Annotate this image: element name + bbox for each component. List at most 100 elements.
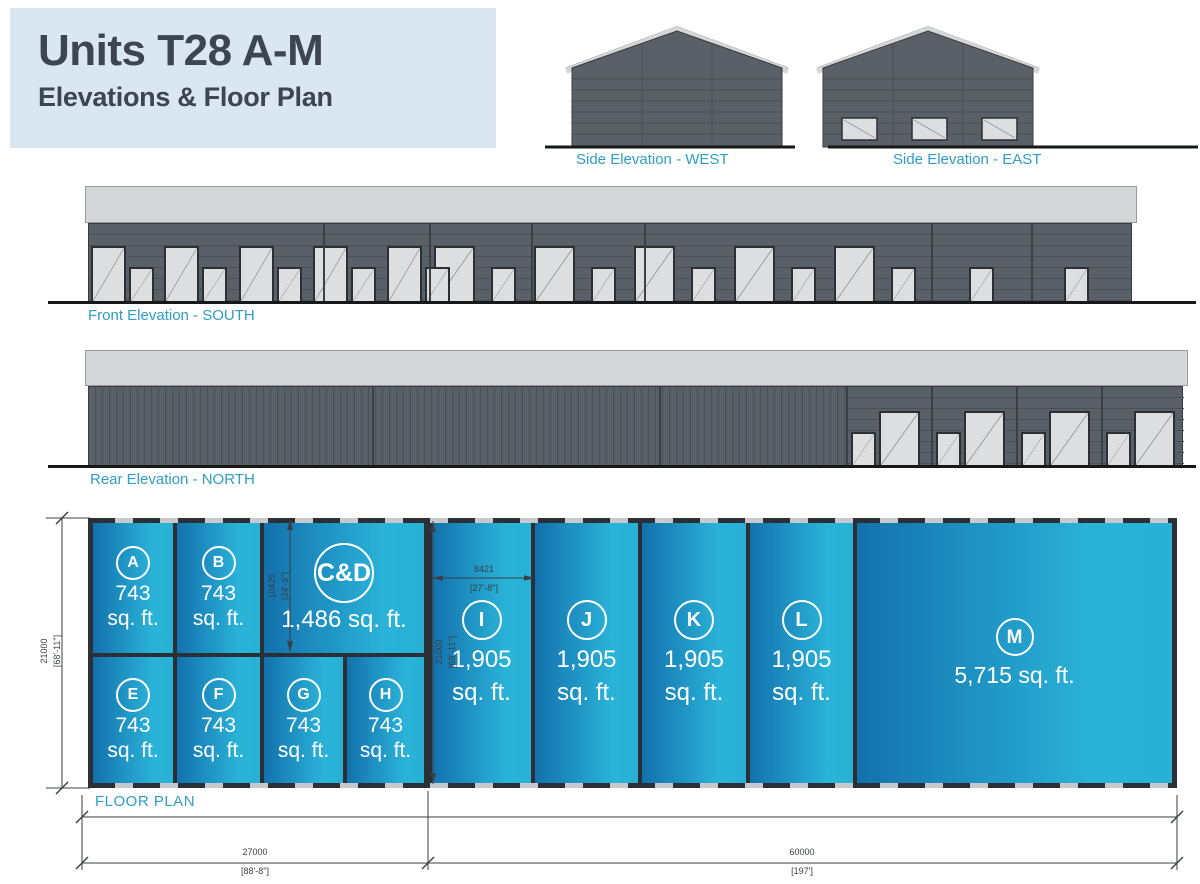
unit-letter-badge: J xyxy=(566,600,607,641)
elevation-door xyxy=(491,267,516,303)
unit-letter-badge: A xyxy=(116,546,150,581)
unit-letter-badge: F xyxy=(201,678,236,713)
dim-right-block-width-ft: [197'] xyxy=(791,866,813,876)
elevation-door xyxy=(129,267,154,303)
plan-south-wall-openings xyxy=(88,783,1177,788)
elevation-door xyxy=(164,246,199,303)
elevation-door xyxy=(534,246,575,303)
floor-plan: A 743 sq. ft. B 743 sq. ft. C&D 1,486 sq. ft. E 7… xyxy=(88,518,1177,788)
elevation-door xyxy=(734,246,775,303)
dim-overall-depth-mm: 21000 xyxy=(39,638,49,664)
dim-unit-i-width-mm: 8421 xyxy=(473,564,495,574)
elevation-door xyxy=(964,411,1005,467)
rear-elevation-wall xyxy=(88,386,1184,467)
elevation-door xyxy=(791,267,816,303)
elevation-door xyxy=(202,267,227,303)
unit-area-text: sq. ft. xyxy=(192,739,245,762)
plan-unit-E: E 743 sq. ft. xyxy=(93,657,173,783)
elevation-door xyxy=(425,267,450,303)
bay-divider xyxy=(1031,224,1033,302)
unit-area-text: 743 xyxy=(285,714,322,738)
elevation-door xyxy=(1021,432,1046,467)
plan-unit-L: L 1,905 sq. ft. xyxy=(750,523,853,783)
elevation-door xyxy=(1064,267,1089,303)
plan-unit-B: B 743 sq. ft. xyxy=(177,523,260,653)
elevation-door xyxy=(969,267,994,303)
page-title: Units T28 A-M xyxy=(38,26,324,75)
unit-letter-badge: M xyxy=(995,618,1034,657)
label-rear-elevation-north: Rear Elevation - NORTH xyxy=(90,471,255,488)
front-elevation-fascia xyxy=(85,186,1137,223)
elevation-door xyxy=(691,267,716,303)
unit-letter-badge: G xyxy=(286,678,321,713)
unit-letter-badge: L xyxy=(781,600,822,641)
dim-overall-depth-ft: [68'-11"] xyxy=(52,634,62,668)
unit-area-text: sq. ft. xyxy=(557,679,616,706)
bay-divider xyxy=(931,224,933,302)
elevation-door xyxy=(351,267,376,303)
side-elevations-drawing xyxy=(545,25,1198,149)
elevation-door xyxy=(834,246,875,303)
elevation-door xyxy=(879,411,920,467)
unit-area-text: sq. ft. xyxy=(277,739,330,762)
bay-divider xyxy=(659,387,661,466)
label-floor-plan: FLOOR PLAN xyxy=(95,793,196,810)
bay-divider xyxy=(1101,387,1103,466)
dim-unit-i-depth-mm: 21000 xyxy=(434,639,444,665)
east-windows xyxy=(841,117,1018,141)
rear-vertical-cladding xyxy=(89,387,846,466)
bay-divider xyxy=(644,224,646,302)
bay-divider xyxy=(1016,387,1018,466)
bay-divider xyxy=(931,387,933,466)
plan-north-wall-openings xyxy=(88,518,1177,523)
west-gable xyxy=(564,25,790,148)
unit-area-text: 1,905 xyxy=(663,646,725,674)
title-block: Units T28 A-M Elevations & Floor Plan xyxy=(10,8,496,148)
bay-divider xyxy=(323,224,325,302)
dim-left-block-width-ft: [88'-8"] xyxy=(241,866,269,876)
plan-unit-I: I 1,905 sq. ft. xyxy=(432,523,531,783)
plan-unit-J: J 1,905 sq. ft. xyxy=(535,523,638,783)
dim-left-block-width-mm: 27000 xyxy=(242,847,268,857)
unit-letter-badge: H xyxy=(368,678,403,713)
unit-area-text: 1,486 sq. ft. xyxy=(281,606,407,634)
unit-letter-badge: E xyxy=(116,678,150,713)
dim-unit-i-depth-ft: [68'-11"] xyxy=(447,635,457,669)
elevation-door xyxy=(1049,411,1090,467)
elevation-door xyxy=(1106,432,1131,467)
page-subtitle: Elevations & Floor Plan xyxy=(38,82,333,112)
plan-unit-K: K 1,905 sq. ft. xyxy=(642,523,746,783)
elevation-door xyxy=(891,267,916,303)
dim-right-block-width-mm: 60000 xyxy=(789,847,815,857)
plan-unit-A: A 743 sq. ft. xyxy=(93,523,173,653)
unit-area-text: 1,905 xyxy=(771,646,832,674)
dim-cd-depth-mm: 10425 xyxy=(267,573,277,599)
front-ground-line xyxy=(48,301,1196,304)
unit-area-text: 743 xyxy=(200,582,237,606)
plan-unit-F: F 743 sq. ft. xyxy=(177,657,260,783)
unit-letter-badge: I xyxy=(461,600,502,641)
unit-area-text: sq. ft. xyxy=(192,607,245,630)
rear-elevation-fascia xyxy=(85,350,1188,386)
bay-divider xyxy=(846,387,848,466)
elevation-door xyxy=(277,267,302,303)
bay-divider xyxy=(372,387,374,466)
unit-letter-badge: B xyxy=(201,546,236,581)
label-side-elevation-west: Side Elevation - WEST xyxy=(576,151,729,168)
dim-cd-depth-ft: [34'-3"] xyxy=(280,572,290,600)
unit-area-text: sq. ft. xyxy=(359,739,412,762)
dim-unit-i-width-ft: [27'-8"] xyxy=(470,583,498,593)
front-elevation-wall xyxy=(88,223,1132,303)
unit-area-text: sq. ft. xyxy=(452,679,511,706)
unit-area-text: sq. ft. xyxy=(107,739,159,762)
unit-letter-badge: K xyxy=(674,600,714,641)
unit-area-text: 743 xyxy=(200,714,237,738)
rear-ground-line xyxy=(48,465,1196,468)
elevation-door xyxy=(851,432,876,467)
unit-area-text: 1,905 xyxy=(556,646,617,674)
plan-unit-M: M 5,715 sq. ft. xyxy=(857,523,1172,783)
elevation-door xyxy=(387,246,422,303)
elevation-door xyxy=(1134,411,1175,467)
plan-unit-C-D: C&D 1,486 sq. ft. xyxy=(264,523,424,653)
